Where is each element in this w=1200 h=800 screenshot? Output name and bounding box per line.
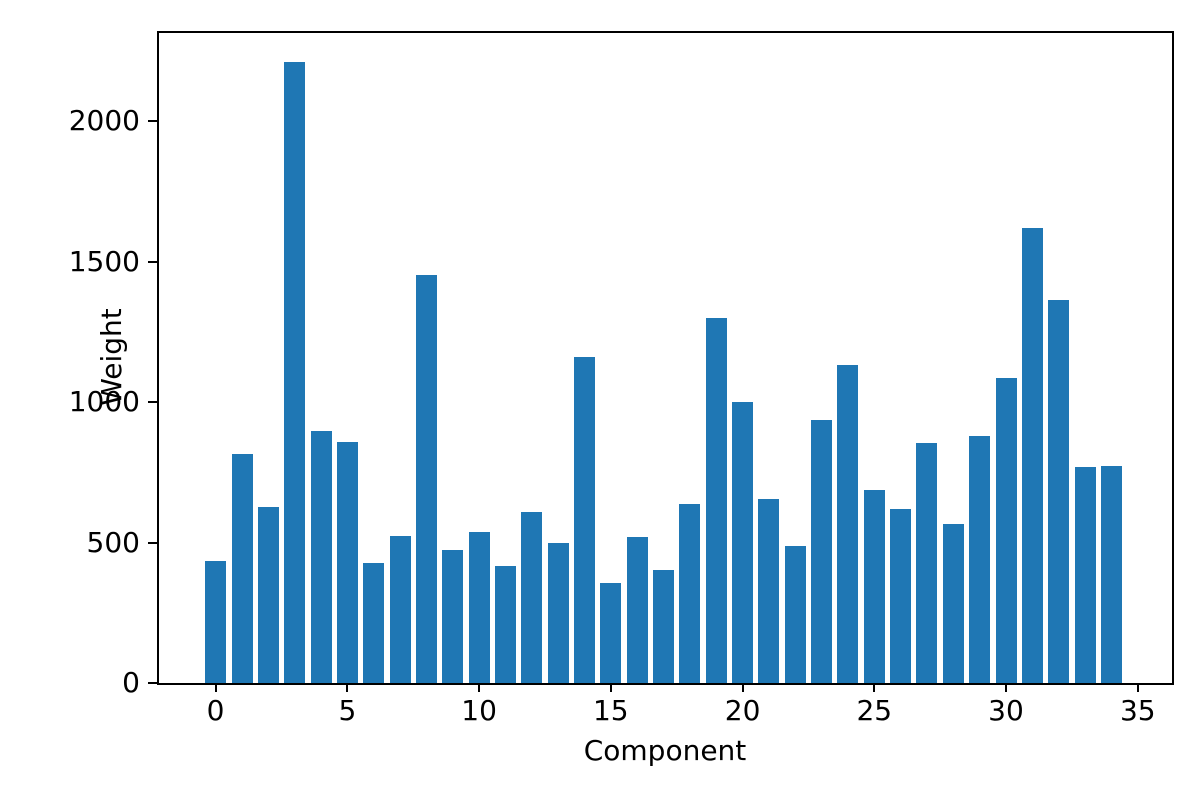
bar-4 <box>310 431 332 683</box>
y-tick-label-500: 500 <box>86 525 140 559</box>
bar-25 <box>863 489 885 683</box>
bar-15 <box>600 582 622 683</box>
bar-12 <box>521 511 543 683</box>
x-tick-label-10: 10 <box>461 694 497 727</box>
bars-container <box>159 33 1172 683</box>
y-tick-mark-1000 <box>148 401 157 403</box>
y-axis-label: Weight <box>95 308 128 406</box>
x-tick-mark-10 <box>478 683 481 692</box>
x-tick-mark-30 <box>1005 683 1007 692</box>
y-tick-mark-1500 <box>148 260 157 263</box>
x-tick-mark-20 <box>741 683 744 692</box>
bar-26 <box>890 508 912 683</box>
bar-10 <box>468 532 490 683</box>
bar-19 <box>705 317 727 683</box>
x-tick-label-0: 0 <box>206 694 225 727</box>
bar-34 <box>1100 466 1122 683</box>
plot-area: 0 5 10 15 20 25 30 35 0 500 1000 1500 2000 <box>69 31 1174 725</box>
bar-27 <box>916 443 938 683</box>
bar-17 <box>653 569 675 683</box>
x-tick-label-20: 20 <box>724 694 761 727</box>
bar-9 <box>442 550 464 683</box>
x-tick-label-15: 15 <box>592 694 629 727</box>
bar-13 <box>547 542 569 683</box>
x-tick-label-30: 30 <box>988 694 1024 727</box>
bar-31 <box>1021 227 1043 683</box>
y-tick-label-0: 0 <box>122 666 140 699</box>
bar-0 <box>205 561 227 683</box>
bar-7 <box>389 535 411 683</box>
bar-22 <box>784 545 806 683</box>
bar-24 <box>837 364 859 683</box>
bar-18 <box>679 504 701 683</box>
bar-28 <box>942 523 964 683</box>
bar-8 <box>415 275 437 683</box>
bar-21 <box>758 498 780 683</box>
x-axis-label: Component <box>583 734 747 767</box>
bar-3 <box>284 61 306 683</box>
bar-11 <box>494 566 516 683</box>
bar-5 <box>336 442 358 683</box>
x-tick-label-35: 35 <box>1119 694 1156 727</box>
x-tick-mark-15 <box>609 683 612 692</box>
bar-2 <box>257 507 279 683</box>
bar-30 <box>995 377 1017 683</box>
bar-23 <box>811 420 833 683</box>
bar-16 <box>626 536 648 683</box>
bar-6 <box>363 563 385 683</box>
x-tick-mark-5 <box>346 683 349 692</box>
y-tick-label-1000: 1000 <box>68 385 140 418</box>
x-tick-mark-0 <box>214 683 217 692</box>
x-tick-mark-35 <box>1136 683 1139 692</box>
y-tick-mark-2000 <box>148 120 157 122</box>
bar-32 <box>1048 299 1070 683</box>
y-tick-mark-0 <box>148 682 157 684</box>
bar-33 <box>1074 467 1096 683</box>
y-tick-mark-500 <box>148 541 157 544</box>
x-tick-mark-25 <box>873 683 876 692</box>
y-tick-label-1500: 1500 <box>68 244 140 278</box>
bar-14 <box>573 357 595 683</box>
x-tick-label-5: 5 <box>338 694 357 727</box>
bar-20 <box>732 401 754 683</box>
x-tick-label-25: 25 <box>856 694 893 727</box>
bar-1 <box>231 453 253 683</box>
bar-29 <box>969 436 991 683</box>
y-tick-label-2000: 2000 <box>68 104 140 137</box>
